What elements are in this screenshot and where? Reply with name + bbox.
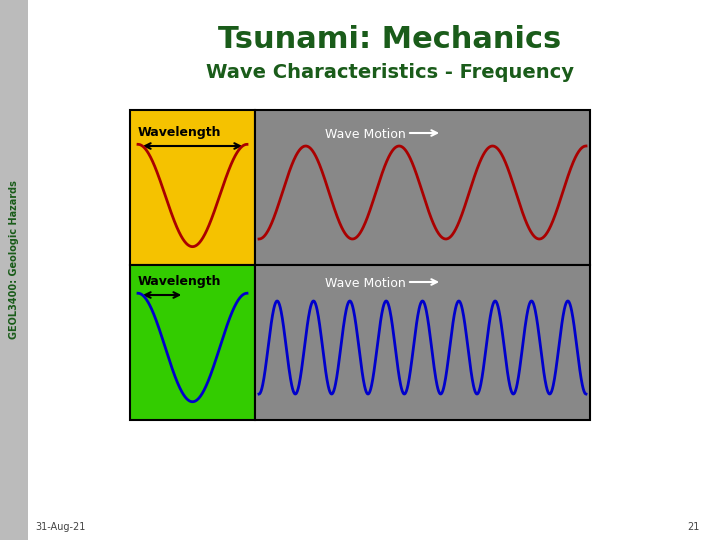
Bar [0,0,28,540]
Text: GEOL3400: Geologic Hazards: GEOL3400: Geologic Hazards [9,180,19,340]
Bar [130,110,255,265]
Bar [130,265,255,420]
Text: Tsunami: Mechanics: Tsunami: Mechanics [218,25,562,55]
Text: Wave Motion: Wave Motion [325,128,406,141]
Text: 31-Aug-21: 31-Aug-21 [35,522,86,532]
Text: Wave Characteristics - Frequency: Wave Characteristics - Frequency [206,63,574,82]
Text: Wavelength: Wavelength [138,275,222,288]
Text: Wavelength: Wavelength [138,126,222,139]
Text: Wave Motion: Wave Motion [325,277,406,290]
Text: 21: 21 [688,522,700,532]
Bar [255,265,590,420]
Bar [255,110,590,265]
